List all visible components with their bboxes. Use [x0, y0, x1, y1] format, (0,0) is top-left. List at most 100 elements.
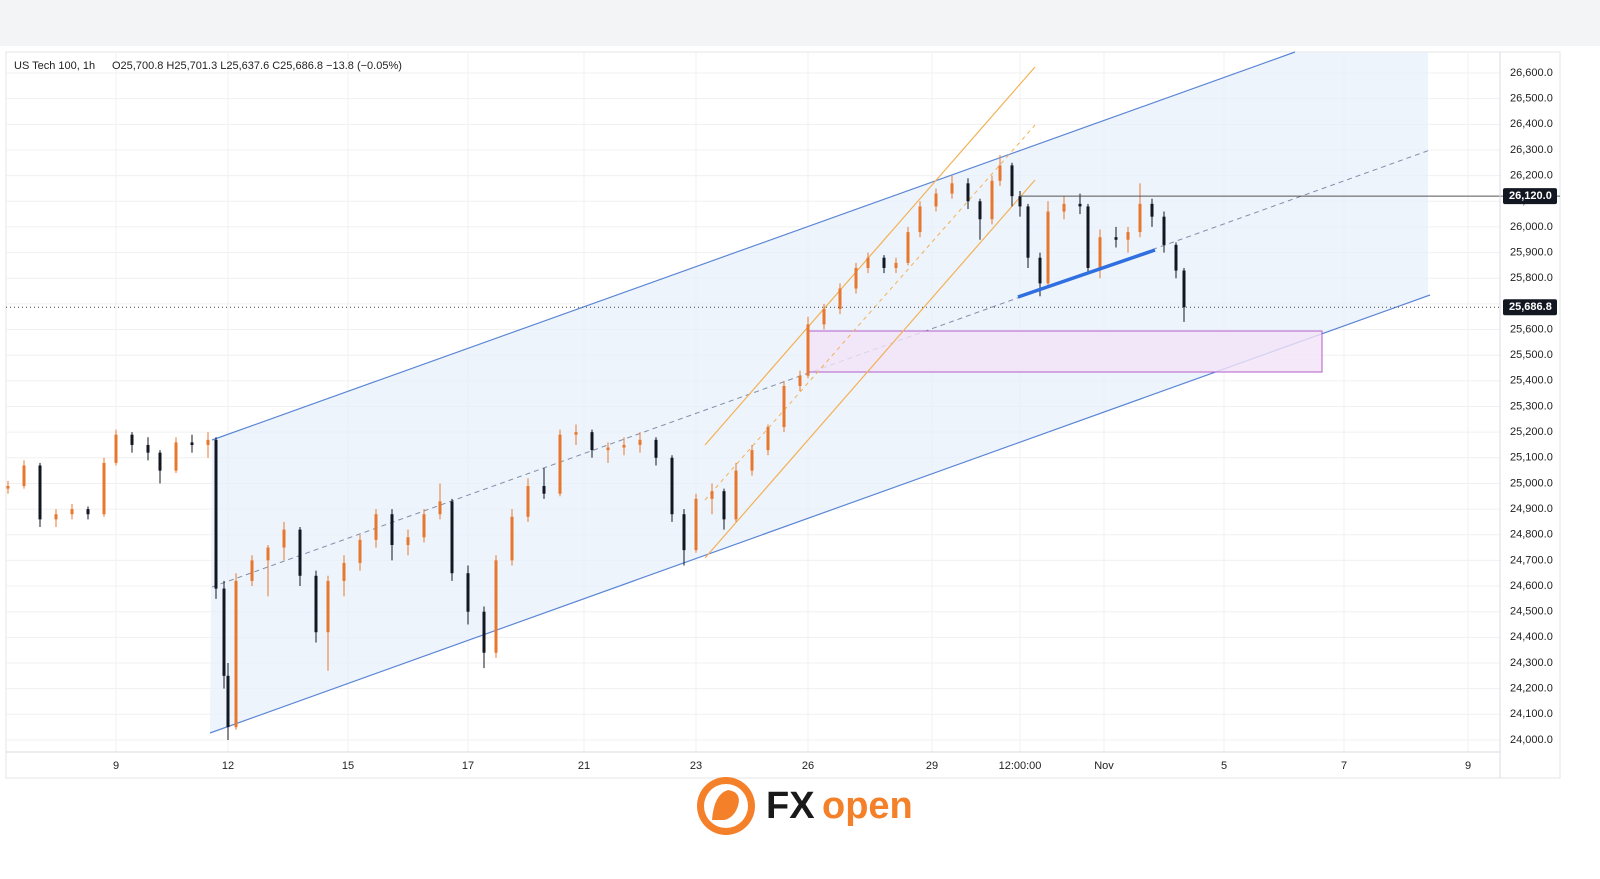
candle-body	[934, 193, 938, 207]
candle-body	[206, 439, 210, 445]
candle-body	[250, 560, 254, 581]
candle-body	[510, 516, 514, 561]
candle-body	[694, 498, 698, 551]
candle-body	[1018, 196, 1022, 207]
candle-body	[906, 232, 910, 263]
candle-body	[190, 442, 194, 445]
candle-body	[1026, 206, 1030, 258]
candle-body	[482, 611, 486, 653]
candle-body	[102, 462, 106, 515]
candle-body	[574, 432, 578, 435]
candle-body	[854, 267, 858, 289]
y-tick-label: 26,000.0	[1510, 221, 1553, 233]
candle-body	[494, 560, 498, 653]
logo-open: open	[822, 785, 913, 827]
candle-body	[894, 262, 898, 268]
candle-body	[526, 486, 530, 517]
y-tick-label: 26,400.0	[1510, 118, 1553, 130]
candle-body	[590, 432, 594, 451]
channel-fill	[210, 52, 1428, 733]
y-tick-label: 24,100.0	[1510, 708, 1553, 720]
candle-body	[866, 257, 870, 268]
candle-body	[438, 501, 442, 515]
candle-body	[918, 206, 922, 233]
candle-body	[1138, 203, 1142, 233]
x-tick-label: 17	[462, 760, 474, 772]
candle-body	[806, 324, 810, 376]
candle-body	[990, 180, 994, 220]
candle-body	[374, 514, 378, 540]
candle-body	[670, 457, 674, 515]
y-tick-label: 25,000.0	[1510, 477, 1553, 489]
x-tick-label: 7	[1341, 760, 1347, 772]
candle-body	[1162, 216, 1166, 245]
logo-lion	[712, 790, 739, 820]
candle-body	[734, 470, 738, 520]
candle-body	[114, 434, 118, 463]
price-badge	[1503, 299, 1557, 316]
candle-body	[1062, 203, 1066, 212]
x-tick-label: 23	[690, 760, 702, 772]
candle-body	[838, 288, 842, 310]
candle-body	[1150, 203, 1154, 217]
candle-body	[226, 675, 230, 728]
candle-body	[558, 434, 562, 494]
candle-body	[1174, 244, 1178, 271]
candle-body	[54, 514, 58, 520]
x-tick-label: 26	[802, 760, 814, 772]
candle-body	[882, 257, 886, 268]
price-badge	[1503, 188, 1557, 205]
price-badge-label: 26,120.0	[1509, 190, 1552, 202]
x-tick-label: Nov	[1094, 760, 1114, 772]
y-tick-label: 26,600.0	[1510, 67, 1553, 79]
candle-body	[638, 439, 642, 445]
candle-body	[422, 514, 426, 538]
candle-body	[314, 575, 318, 633]
candle-body	[158, 452, 162, 471]
candle-body	[606, 447, 610, 451]
y-tick-label: 25,400.0	[1510, 375, 1553, 387]
candle-body	[222, 588, 226, 676]
candle-body	[22, 465, 26, 487]
y-tick-label: 26,500.0	[1510, 93, 1553, 105]
candle-body	[38, 465, 42, 520]
candle-body	[406, 537, 410, 546]
axes: 24,000.0 24,100.0 24,200.0 24,300.0 24,400.0…	[113, 67, 1557, 772]
logo-fx: FX	[766, 785, 815, 827]
y-tick-label: 24,800.0	[1510, 529, 1553, 541]
candle-body	[1038, 257, 1042, 284]
candle-body	[1046, 211, 1050, 284]
candle-body	[390, 514, 394, 546]
x-tick-label: 5	[1221, 760, 1227, 772]
candle-body	[750, 450, 754, 471]
candle-body	[174, 442, 178, 471]
y-tick-label: 24,000.0	[1510, 734, 1553, 746]
y-tick-label: 25,900.0	[1510, 246, 1553, 258]
y-tick-label: 25,300.0	[1510, 400, 1553, 412]
x-tick-label: 9	[113, 760, 119, 772]
candle-body	[86, 509, 90, 515]
top-bar	[0, 0, 1600, 46]
candle-body	[710, 491, 714, 499]
y-tick-label: 24,500.0	[1510, 606, 1553, 618]
candle-body	[234, 580, 238, 728]
candle-body	[298, 529, 302, 576]
candle-body	[266, 547, 270, 561]
y-tick-label: 24,400.0	[1510, 631, 1553, 643]
candle-body	[722, 491, 726, 520]
plot	[6, 155, 1560, 740]
y-tick-label: 25,200.0	[1510, 426, 1553, 438]
candle-body	[782, 385, 786, 428]
candle-body	[282, 529, 286, 548]
x-tick-label: 29	[926, 760, 938, 772]
y-tick-label: 24,300.0	[1510, 657, 1553, 669]
x-tick-label: 15	[342, 760, 354, 772]
candle-body	[214, 439, 218, 589]
candle-body	[450, 501, 454, 574]
y-tick-label: 25,800.0	[1510, 272, 1553, 284]
candle-body	[6, 486, 10, 489]
candle-body	[1086, 206, 1090, 268]
symbol: US Tech 100, 1h	[14, 60, 95, 72]
x-tick-label: 21	[578, 760, 590, 772]
